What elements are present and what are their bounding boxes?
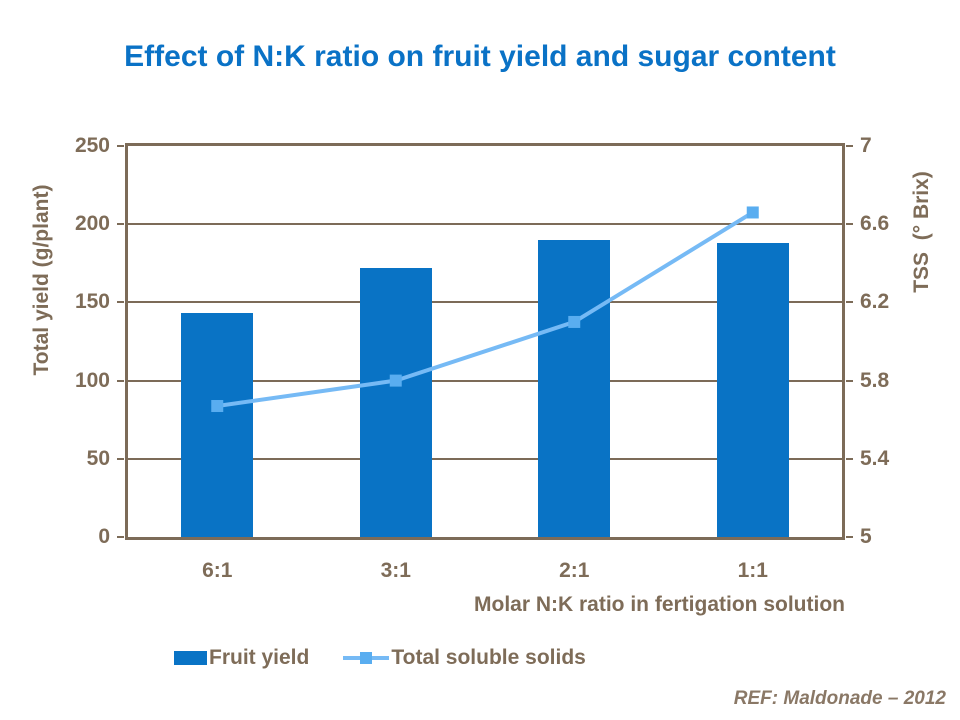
tick-mark — [846, 379, 853, 382]
tick-mark — [117, 457, 124, 460]
legend-label-tss: Total soluble solids — [391, 646, 586, 669]
tick-mark — [846, 301, 853, 304]
line-marker — [568, 315, 581, 328]
right-axis-tick-label: 7 — [860, 134, 872, 157]
line-marker — [746, 206, 759, 219]
tick-mark — [117, 301, 124, 304]
chart-title: Effect of N:K ratio on fruit yield and s… — [124, 40, 836, 73]
tick-mark — [117, 223, 124, 226]
gridline — [128, 379, 842, 382]
right-axis-tick-label: 5.4 — [860, 446, 890, 470]
tick-mark — [117, 145, 124, 147]
reference-credit: REF: Maldonade – 2012 — [733, 688, 946, 709]
tick-mark — [117, 379, 124, 382]
gridline — [128, 223, 842, 226]
x-axis-title: Molar N:K ratio in fertigation solution — [474, 593, 845, 616]
line-marker — [389, 374, 402, 387]
right-axis-tick-label: 6.6 — [860, 212, 890, 236]
tss-line-swatch-icon — [343, 651, 390, 665]
tick-mark — [846, 223, 853, 226]
right-axis-tick-label: 5.8 — [860, 368, 890, 392]
bar — [181, 313, 254, 537]
line-marker — [211, 400, 224, 413]
gridline — [128, 457, 842, 460]
category-label: 3:1 — [380, 559, 411, 582]
bar — [538, 239, 611, 537]
tick-mark — [117, 536, 124, 538]
legend-label-fruit-yield: Fruit yield — [209, 646, 310, 669]
left-axis-tick-label: 50 — [86, 446, 110, 470]
plot-area — [125, 143, 845, 540]
tss-line-marker-icon — [360, 652, 373, 664]
right-axis-tick-label: 5 — [860, 525, 872, 548]
gridline — [128, 301, 842, 304]
tick-mark — [846, 536, 853, 538]
left-axis-tick-label: 200 — [74, 212, 110, 236]
left-axis-tick-label: 0 — [98, 525, 110, 548]
bar — [716, 242, 789, 537]
fruit-yield-swatch-icon — [174, 651, 207, 665]
category-label: 1:1 — [737, 559, 768, 582]
legend: Fruit yield Total soluble solids — [174, 646, 586, 670]
line-series — [211, 206, 759, 413]
bar — [359, 268, 432, 537]
left-axis-tick-label: 250 — [74, 134, 110, 157]
tick-mark — [846, 457, 853, 460]
line-path — [216, 210, 754, 408]
right-axis-tick-label: 6.2 — [860, 290, 890, 314]
category-label: 2:1 — [559, 559, 590, 582]
tick-mark — [846, 145, 853, 147]
left-axis-tick-label: 100 — [74, 368, 110, 392]
left-axis-tick-label: 150 — [74, 290, 110, 314]
category-label: 6:1 — [202, 559, 233, 582]
